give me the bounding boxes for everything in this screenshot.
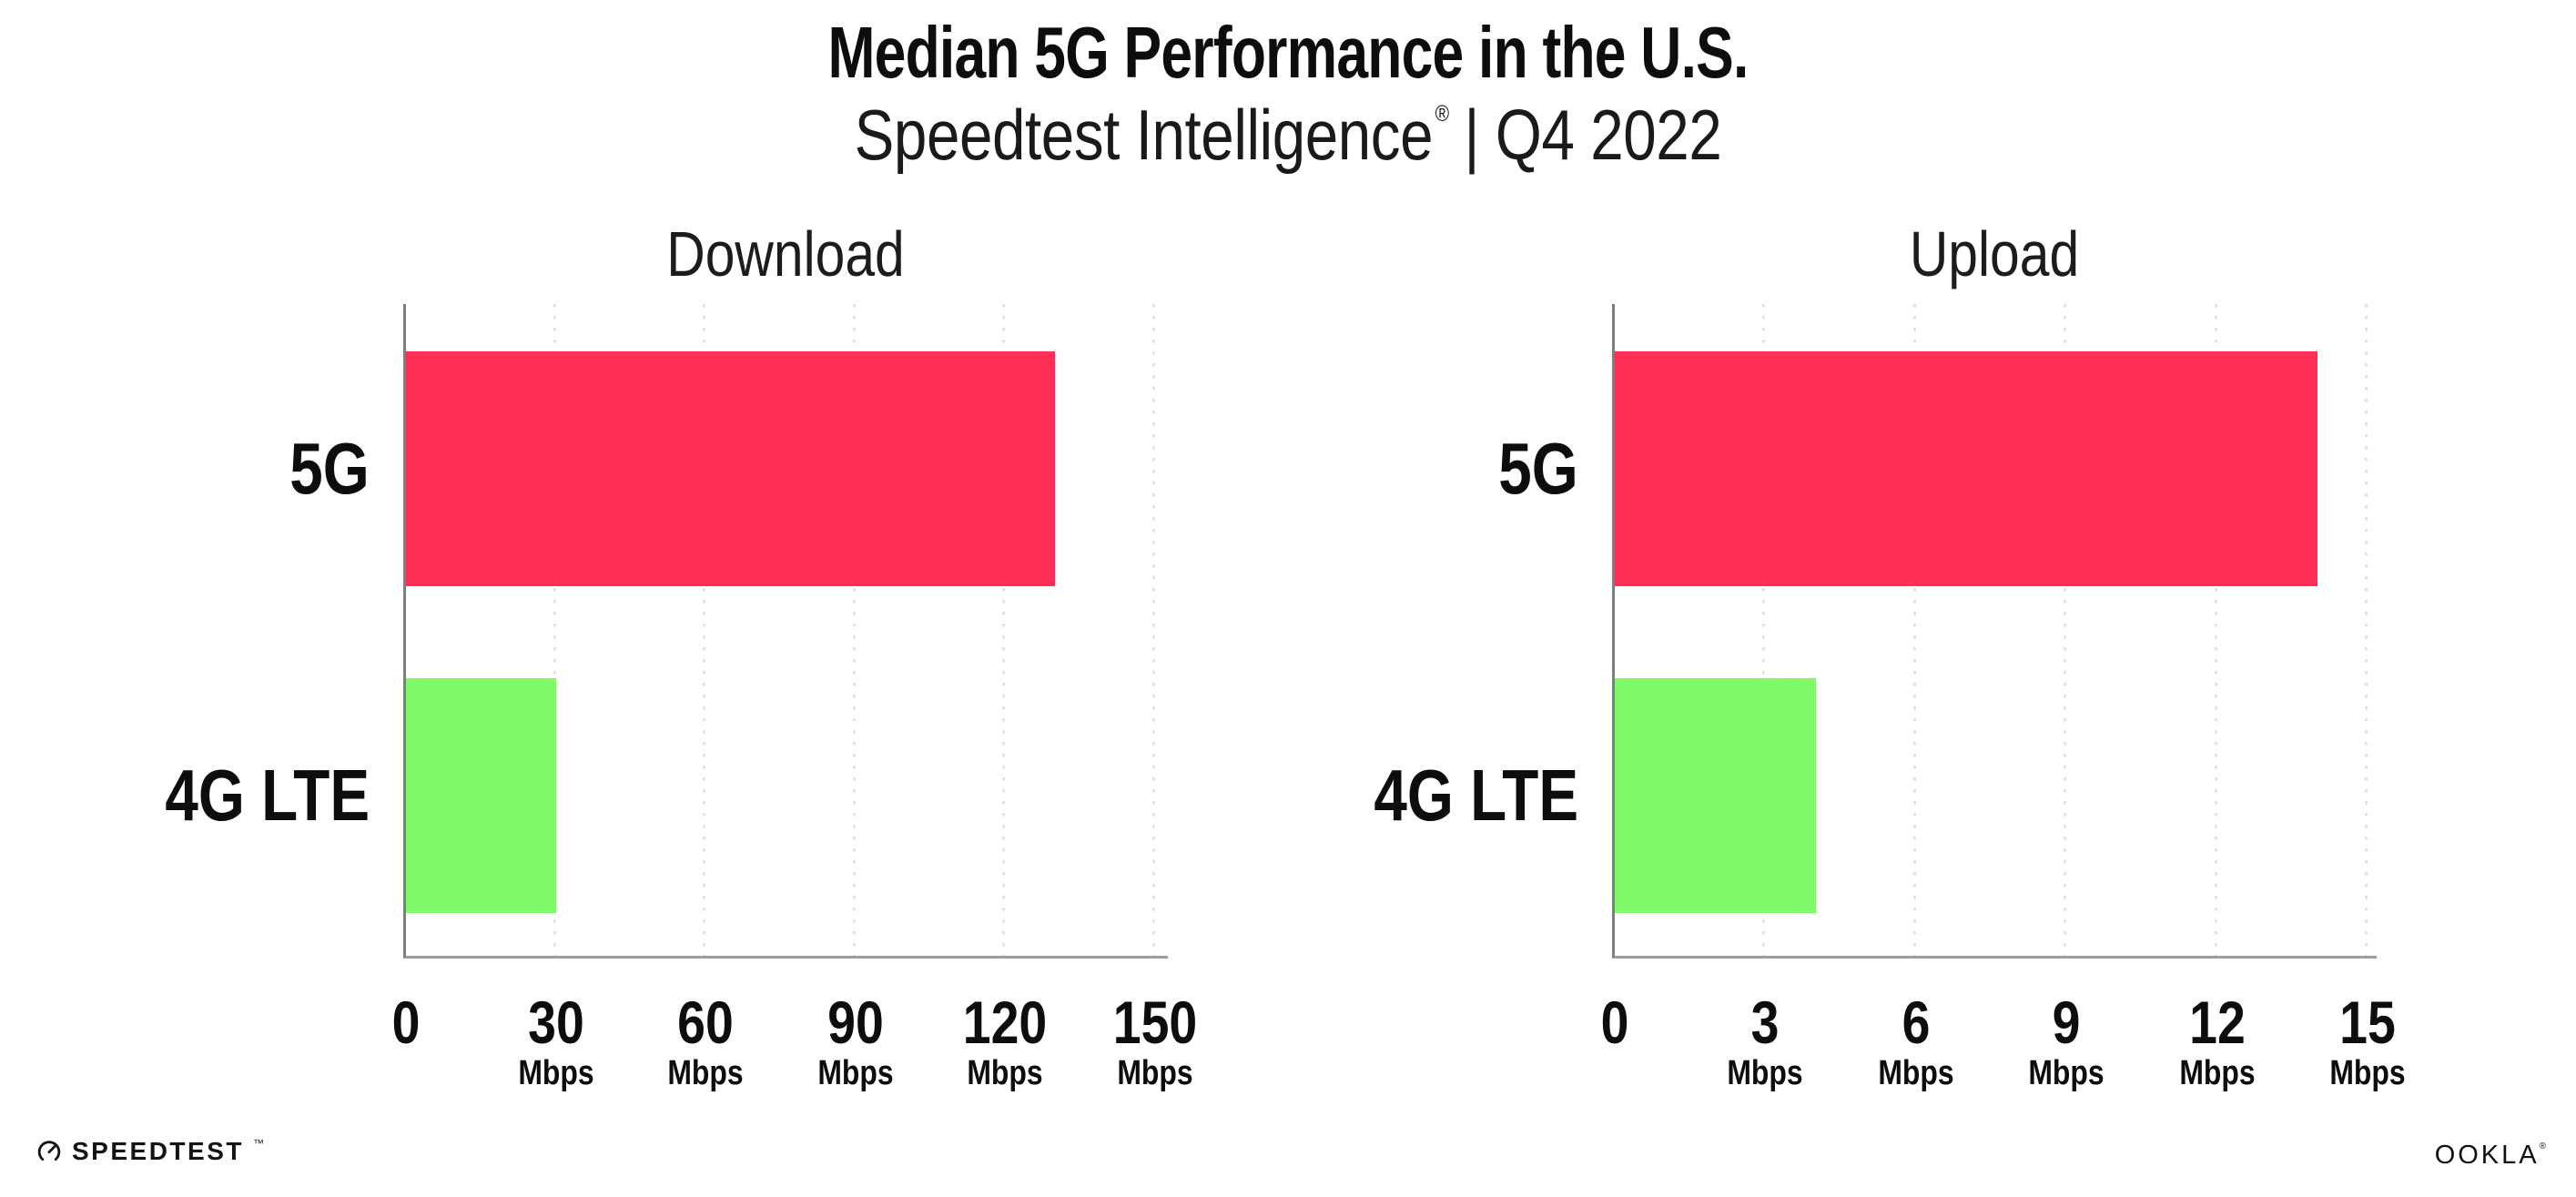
x-tick-15: 15 bbox=[2339, 989, 2396, 1056]
gauge-icon bbox=[36, 1139, 62, 1164]
category-label-5g: 5G bbox=[289, 428, 370, 509]
x-tick-unit-15: Mbps bbox=[2329, 1054, 2406, 1092]
subtitle-period: | Q4 2022 bbox=[1464, 95, 1722, 175]
gridline-12 bbox=[2214, 304, 2217, 956]
speedtest-wordmark: SPEEDTEST bbox=[72, 1137, 244, 1165]
gridline-3 bbox=[1762, 304, 1766, 956]
page-title: Median 5G Performance in the U.S. bbox=[827, 12, 1749, 93]
x-tick-3: 3 bbox=[1750, 989, 1780, 1056]
category-label-4g-lte: 4G LTE bbox=[165, 755, 370, 836]
bar-5g bbox=[1615, 351, 2317, 586]
x-tick-unit-12: Mbps bbox=[2178, 1054, 2256, 1092]
x-tick-6: 6 bbox=[1902, 989, 1931, 1056]
x-tick-unit-3: Mbps bbox=[1727, 1054, 1804, 1092]
download-chart: Download 5G 4G LTE 0 30 Mbps 60 Mbps 90 Mbps 120 M… bbox=[165, 218, 1197, 1092]
bar-5g bbox=[406, 351, 1056, 586]
registered-trademark-icon: ® bbox=[1435, 101, 1449, 127]
gridline-60 bbox=[703, 304, 706, 956]
download-chart-title: Download bbox=[666, 218, 905, 289]
x-tick-unit-150: Mbps bbox=[1117, 1054, 1193, 1092]
category-label-5g: 5G bbox=[1498, 428, 1578, 509]
x-tick-60: 60 bbox=[677, 989, 735, 1056]
gridline-6 bbox=[1912, 304, 1916, 956]
speedtest-logo: SPEEDTEST ™ bbox=[36, 1137, 265, 1166]
ookla-wordmark: OOKLA bbox=[2434, 1141, 2540, 1170]
x-tick-90: 90 bbox=[827, 989, 884, 1056]
category-label-4g-lte: 4G LTE bbox=[1374, 755, 1578, 836]
x-tick-9: 9 bbox=[2052, 989, 2081, 1056]
gridline-30 bbox=[553, 304, 556, 956]
page-subtitle: Speedtest Intelligence ® | Q4 2022 bbox=[206, 94, 2369, 177]
x-tick-unit-9: Mbps bbox=[2028, 1054, 2104, 1092]
x-tick-unit-120: Mbps bbox=[967, 1054, 1044, 1092]
gridline-15 bbox=[2365, 304, 2368, 956]
upload-chart: Upload 5G 4G LTE 0 3 Mbps 6 Mbps 9 Mbps 12 Mbps 15 M… bbox=[1374, 218, 2406, 1092]
gridline-9 bbox=[2064, 304, 2067, 956]
x-tick-0: 0 bbox=[1600, 989, 1629, 1056]
x-tick-120: 120 bbox=[963, 989, 1048, 1056]
bar-4g-lte bbox=[406, 678, 556, 913]
upload-chart-title: Upload bbox=[1909, 218, 2080, 289]
bar-4g-lte bbox=[1615, 678, 1816, 913]
gridline-150 bbox=[1152, 304, 1155, 956]
x-tick-150: 150 bbox=[1112, 989, 1198, 1056]
download-plot-area: 5G 4G LTE 0 30 Mbps 60 Mbps 90 Mbps 120 Mbps 150 Mbp… bbox=[165, 304, 1197, 1092]
upload-plot-area: 5G 4G LTE 0 3 Mbps 6 Mbps 9 Mbps 12 Mbps 15 Mbps bbox=[1374, 304, 2406, 1092]
gridline-120 bbox=[1002, 304, 1006, 956]
ookla-logo: OOKLA® bbox=[2435, 1141, 2549, 1171]
gridline-90 bbox=[852, 304, 856, 956]
subtitle-brand: Speedtest Intelligence bbox=[854, 95, 1434, 175]
x-tick-12: 12 bbox=[2188, 989, 2246, 1056]
x-tick-unit-30: Mbps bbox=[517, 1054, 594, 1092]
x-tick-unit-60: Mbps bbox=[667, 1054, 744, 1092]
x-tick-30: 30 bbox=[527, 989, 584, 1056]
ookla-registered-icon: ® bbox=[2539, 1141, 2549, 1151]
trademark-icon: ™ bbox=[252, 1137, 264, 1150]
x-tick-0: 0 bbox=[391, 989, 421, 1056]
x-tick-unit-90: Mbps bbox=[817, 1054, 894, 1092]
x-tick-unit-6: Mbps bbox=[1878, 1054, 1954, 1092]
